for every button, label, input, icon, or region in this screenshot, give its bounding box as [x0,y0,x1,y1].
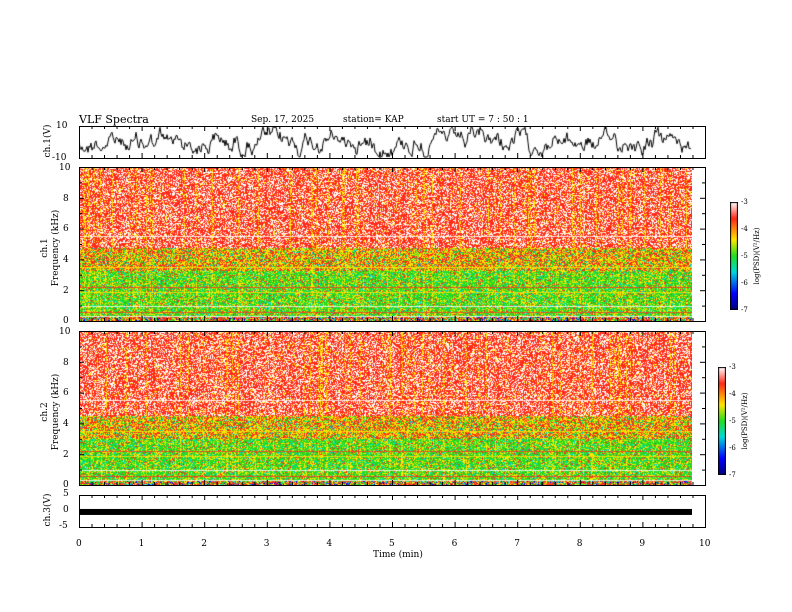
ch1-spec-ytick-0: 0 [63,316,69,326]
start-time-label: start UT = 7 : 50 : 1 [437,115,529,125]
x-tick-label-8: 8 [576,539,583,549]
cbar2-tick-5: -5 [729,417,736,425]
cbar1-tick-5: -5 [741,252,748,260]
ch1-spec-ytick-4: 4 [63,255,69,265]
ch1-colorbar [730,202,738,310]
x-axis-label: Time (min) [373,550,423,560]
panel-frame-3 [79,331,706,486]
x-tick-label-5: 5 [389,539,395,549]
x-tick-label-0: 0 [76,539,82,549]
ch1-ytick-top: 10 [56,121,68,131]
cbar2-tick-7: -7 [729,471,736,479]
cbar1-tick-7: -7 [741,306,748,314]
cbar1-tick-6: -6 [741,279,748,287]
ch2-spec-ytick-2: 2 [63,450,69,460]
x-tick-label-6: 6 [451,539,458,549]
x-tick-label-9: 9 [639,539,646,549]
ch2-spec-ytick-0: 0 [63,480,69,490]
cbar2-tick-6: -6 [729,444,736,452]
x-tick-label-1: 1 [138,539,145,549]
ch1-spec-ytick-2: 2 [63,286,69,296]
cbar1-tick-3: -3 [741,198,748,206]
ch2-spectrogram-image [79,331,692,485]
date-label: Sep. 17, 2025 [251,115,315,125]
x-tick-label-4: 4 [326,539,333,549]
cbar2-tick-4: -4 [729,390,736,398]
ch2-spec-ytick-8: 8 [63,358,69,368]
ch3-ytick-5: 5 [63,489,69,499]
ch2-colorbar [718,367,726,475]
ch2-spec-ytick-4: 4 [63,419,69,429]
ch3-ytick-minus5: -5 [59,521,68,531]
chart-title: VLF Spectra [79,113,149,126]
x-tick-label-3: 3 [263,539,270,549]
x-tick-label-2: 2 [201,539,207,549]
ch1-spec-ytick-10: 10 [59,163,71,173]
ch3-signal-band [79,508,692,515]
ch1-waveform-plot [79,126,692,158]
ch1-spec-ytick-8: 8 [63,194,69,204]
ch2-spec-ytick-6: 6 [63,388,69,398]
ch2-spec-ytick-10: 10 [59,327,71,337]
ch3-ytick-0: 0 [63,505,69,515]
cbar2-tick-3: -3 [729,363,736,371]
ch1-spec-ytick-6: 6 [63,224,69,234]
cbar1-tick-4: -4 [741,225,748,233]
x-tick-label-10: 10 [699,539,711,549]
ch1-spectrogram-image [79,167,692,321]
ch1-ytick-bottom: -10 [52,153,67,163]
x-tick-label-7: 7 [514,539,520,549]
station-label: station= KAP [343,115,404,125]
panel-frame-2 [79,167,706,322]
